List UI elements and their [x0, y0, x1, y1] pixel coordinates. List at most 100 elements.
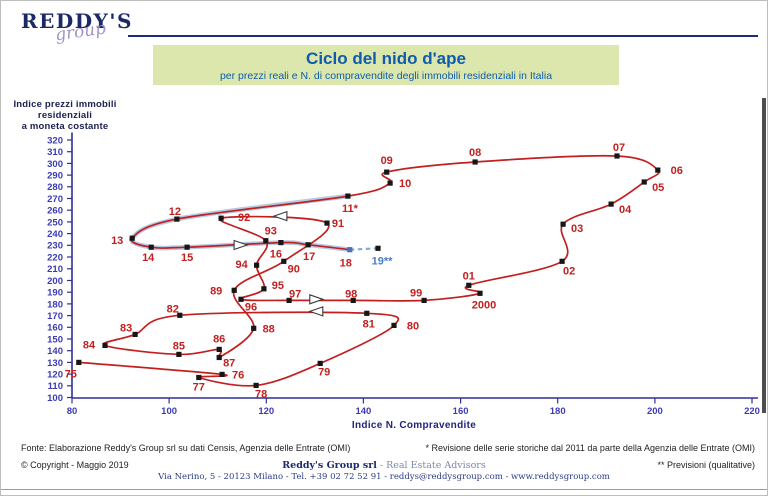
y-tick-label: 190 [47, 288, 63, 299]
year-label-15: 15 [181, 252, 193, 264]
year-label-02: 02 [563, 265, 575, 277]
source-note: Fonte: Elaborazione Reddy's Group srl su… [21, 443, 351, 453]
y-tick-label: 290 [47, 171, 63, 182]
y-tick-label: 220 [47, 252, 63, 263]
right-edge-bar [762, 98, 766, 413]
data-point-16 [278, 240, 284, 246]
y-tick-label: 120 [47, 370, 63, 381]
data-point-75 [76, 359, 82, 365]
year-label-11*: 11* [342, 203, 359, 215]
axes [71, 132, 758, 399]
year-label-81: 81 [363, 318, 375, 330]
data-point-84 [102, 342, 108, 348]
year-label-85: 85 [173, 340, 185, 352]
y-tick-label: 110 [48, 381, 63, 392]
y-tick-label: 300 [47, 159, 63, 170]
data-point-01 [466, 282, 472, 288]
data-point-76 [219, 371, 225, 377]
y-tick-label: 270 [47, 194, 63, 205]
direction-arrow-right [309, 294, 325, 305]
year-label-91: 91 [332, 218, 344, 230]
year-label-75: 75 [65, 368, 77, 380]
x-axis-title: Indice N. Compravendite [352, 420, 476, 431]
year-label-87: 87 [223, 358, 235, 370]
revision-note: * Revisione delle serie storiche dal 201… [425, 443, 755, 453]
data-point-92 [218, 215, 224, 221]
year-label-86: 86 [213, 333, 225, 345]
year-label-88: 88 [263, 323, 275, 335]
data-point-2000 [477, 290, 483, 296]
data-point-93 [263, 238, 269, 244]
footer-rule [1, 489, 767, 490]
y-tick-label: 170 [47, 311, 63, 322]
y-tick-label: 260 [47, 206, 63, 217]
year-label-99: 99 [410, 287, 422, 299]
data-point-98 [350, 297, 356, 303]
year-label-92: 92 [238, 212, 250, 224]
direction-arrow-left [308, 306, 324, 317]
y-tick-label: 250 [47, 217, 63, 228]
x-tick-label: 100 [161, 406, 177, 417]
year-label-83: 83 [120, 322, 132, 334]
company-address: Via Nerino, 5 - 20123 Milano - Tel. +39 … [158, 472, 610, 482]
y-tick-label: 100 [47, 393, 63, 404]
y-tick-label: 140 [47, 346, 63, 357]
year-label-80: 80 [407, 320, 419, 332]
data-point-77 [196, 374, 202, 381]
data-point-99 [421, 297, 427, 303]
data-point-80 [391, 322, 397, 328]
year-label-09: 09 [381, 155, 393, 167]
data-point-82 [177, 312, 183, 318]
forecast-note: ** Previsioni (qualitative) [657, 460, 755, 470]
company-tagline: - Real Estate Advisors [376, 460, 486, 471]
forecast-dashed-segment [349, 247, 379, 251]
year-label-78: 78 [255, 388, 267, 400]
data-point-18 [347, 247, 353, 253]
y-tick-label: 310 [47, 147, 63, 158]
year-label-05: 05 [652, 182, 664, 194]
year-label-07: 07 [613, 142, 625, 154]
year-label-82: 82 [167, 303, 179, 315]
data-point-03 [560, 221, 566, 227]
direction-arrow-right [233, 239, 249, 251]
year-label-90: 90 [288, 263, 300, 275]
year-label-95: 95 [272, 280, 284, 292]
company-name: Reddy's Group srl [282, 460, 377, 471]
y-tick-label: 320 [47, 135, 63, 146]
y-axis-title: Indice prezzi immobili residenziali a mo… [3, 99, 127, 132]
data-point-19** [375, 245, 381, 251]
data-point-12 [174, 216, 180, 222]
data-point-94 [254, 262, 260, 268]
logo-wordmark: REDDY'S [21, 9, 133, 33]
year-label-16: 16 [270, 249, 282, 261]
year-label-19**: 19** [372, 255, 394, 267]
y-tick-label: 200 [47, 276, 63, 287]
data-point-14 [148, 244, 154, 250]
y-tick-label: 160 [47, 323, 63, 334]
year-label-84: 84 [83, 339, 96, 351]
data-point-02 [559, 258, 565, 264]
year-label-17: 17 [303, 251, 315, 263]
data-point-96 [238, 296, 244, 302]
y-tick-label: 240 [47, 229, 63, 240]
direction-arrow-left [272, 210, 288, 222]
year-label-04: 04 [619, 204, 632, 216]
data-point-97 [286, 297, 292, 303]
data-point-83 [132, 331, 138, 337]
x-tick-label: 120 [258, 406, 274, 417]
year-label-76: 76 [232, 369, 244, 381]
data-point-11* [345, 193, 351, 199]
year-label-93: 93 [265, 226, 277, 238]
year-label-12: 12 [169, 206, 181, 218]
data-point-91 [324, 220, 330, 226]
data-point-07 [614, 153, 620, 159]
year-label-10: 10 [399, 178, 411, 190]
data-point-89 [231, 287, 237, 293]
y-tick-label: 280 [47, 182, 63, 193]
x-tick-label: 200 [647, 406, 663, 417]
year-label-18: 18 [340, 258, 352, 270]
data-point-85 [176, 351, 182, 357]
data-point-13 [129, 235, 135, 241]
